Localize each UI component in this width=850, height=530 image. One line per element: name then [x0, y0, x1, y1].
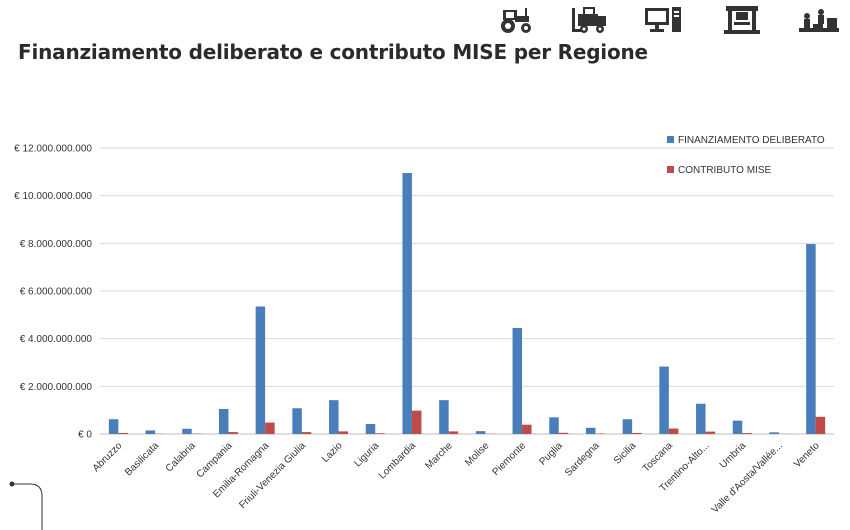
- bar-finanziamento: [512, 327, 523, 434]
- x-tick-label: Veneto: [792, 440, 822, 470]
- bar-finanziamento: [732, 420, 743, 434]
- x-tick-label: Sardegna: [563, 440, 602, 479]
- bar-finanziamento: [622, 419, 633, 434]
- x-tick-label: Liguria: [352, 440, 381, 469]
- y-tick-label: € 6.000.000.000: [20, 287, 93, 298]
- bar-contributo: [118, 432, 128, 434]
- y-tick-label: € 8.000.000.000: [20, 239, 93, 250]
- bar-contributo: [815, 416, 826, 434]
- decorative-connector: [9, 481, 43, 530]
- bar-contributo: [338, 431, 349, 434]
- legend-label: CONTRIBUTO MISE: [678, 165, 771, 176]
- bar-contributo: [742, 433, 752, 434]
- bar-finanziamento: [108, 419, 119, 434]
- bar-finanziamento: [255, 306, 266, 434]
- bar-finanziamento: [475, 431, 486, 434]
- y-tick-label: € 4.000.000.000: [20, 334, 93, 345]
- legend-label: FINANZIAMENTO DELIBERATO: [678, 135, 825, 146]
- x-tick-label: Toscana: [641, 440, 675, 474]
- bars: [108, 173, 826, 434]
- bar-contributo: [448, 431, 459, 434]
- bar-contributo: [522, 424, 532, 434]
- bar-finanziamento: [145, 430, 156, 434]
- legend: FINANZIAMENTO DELIBERATO CONTRIBUTO MISE: [667, 135, 825, 176]
- tractor-icon: [501, 8, 531, 33]
- bar-contributo: [705, 431, 716, 434]
- x-tick-label: Umbria: [718, 440, 749, 471]
- workshop-icon: [799, 9, 839, 32]
- chart-title: Finanziamento deliberato e contributo MI…: [18, 40, 648, 64]
- press-machine-icon: [724, 6, 760, 34]
- bar-finanziamento: [402, 173, 412, 434]
- bar-contributo: [301, 432, 312, 434]
- bar-contributo: [668, 428, 679, 434]
- computer-icon: [645, 7, 681, 32]
- bar-finanziamento: [182, 428, 192, 434]
- legend-swatch: [667, 136, 674, 143]
- gridlines: [100, 147, 834, 435]
- bar-finanziamento: [218, 408, 229, 434]
- x-tick-label: Lombardia: [377, 440, 418, 481]
- bar-finanziamento: [549, 417, 559, 434]
- legend-swatch: [667, 166, 674, 173]
- bar-finanziamento: [439, 400, 449, 434]
- bar-finanziamento: [806, 244, 816, 434]
- x-tick-label: Marche: [423, 440, 455, 472]
- x-tick-label: Molise: [463, 440, 492, 469]
- bar-contributo: [265, 422, 275, 434]
- x-tick-label: Piemonte: [491, 440, 529, 478]
- y-tick-label: € 0: [78, 430, 92, 441]
- bar-finanziamento: [329, 400, 339, 434]
- x-tick-label: Friuli-Venezia Giulia: [237, 440, 308, 511]
- bar-finanziamento: [365, 423, 376, 434]
- x-tick-label: Abruzzo: [91, 440, 125, 474]
- bar-contributo: [228, 432, 238, 434]
- x-tick-label: Puglia: [537, 440, 565, 468]
- y-tick-label: € 2.000.000.000: [20, 382, 93, 393]
- x-tick-label: Basilicata: [123, 440, 161, 478]
- forklift-icon: [572, 7, 606, 33]
- bar-contributo: [375, 433, 385, 434]
- header-icon-bar: [0, 4, 850, 40]
- bar-contributo: [632, 432, 642, 434]
- bar-finanziamento: [585, 427, 596, 434]
- x-tick-label: Lazio: [320, 440, 345, 465]
- y-tick-label: € 12.000.000.000: [14, 144, 92, 155]
- bar-finanziamento: [769, 432, 779, 434]
- bar-finanziamento: [659, 366, 669, 434]
- bar-contributo: [558, 432, 569, 434]
- y-tick-label: € 10.000.000.000: [14, 191, 92, 202]
- y-axis: € 0 € 2.000.000.000 € 4.000.000.000 € 6.000…: [14, 144, 92, 441]
- x-tick-label: Calabria: [164, 440, 198, 474]
- bar-finanziamento: [696, 403, 706, 434]
- x-tick-label: Valle d'Aosta/Vallée...: [710, 440, 785, 515]
- bar-contributo: [411, 410, 422, 434]
- bar-finanziamento: [292, 408, 302, 434]
- x-tick-label: Sicilia: [612, 440, 639, 467]
